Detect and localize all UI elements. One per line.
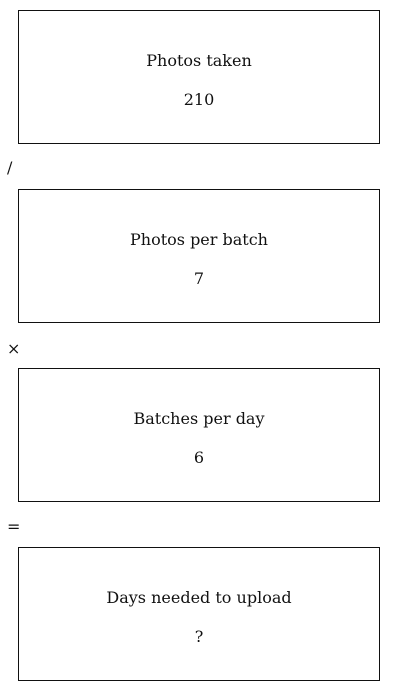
photos-per-batch-box: Photos per batch 7	[18, 189, 380, 323]
days-needed-label: Days needed to upload	[106, 588, 292, 607]
batches-per-day-value: 6	[193, 448, 205, 467]
days-needed-box: Days needed to upload ?	[18, 547, 380, 681]
photos-taken-value: 210	[183, 90, 215, 109]
photos-taken-label: Photos taken	[146, 51, 252, 70]
equals-operator: =	[7, 517, 21, 536]
photos-per-batch-value: 7	[193, 269, 205, 288]
batches-per-day-box: Batches per day 6	[18, 368, 380, 502]
batches-per-day-label: Batches per day	[133, 409, 265, 428]
days-needed-value: ?	[194, 627, 204, 646]
divide-operator: /	[7, 158, 13, 177]
photos-taken-box: Photos taken 210	[18, 10, 380, 144]
photos-per-batch-label: Photos per batch	[130, 230, 268, 249]
multiply-operator: ×	[7, 339, 21, 358]
